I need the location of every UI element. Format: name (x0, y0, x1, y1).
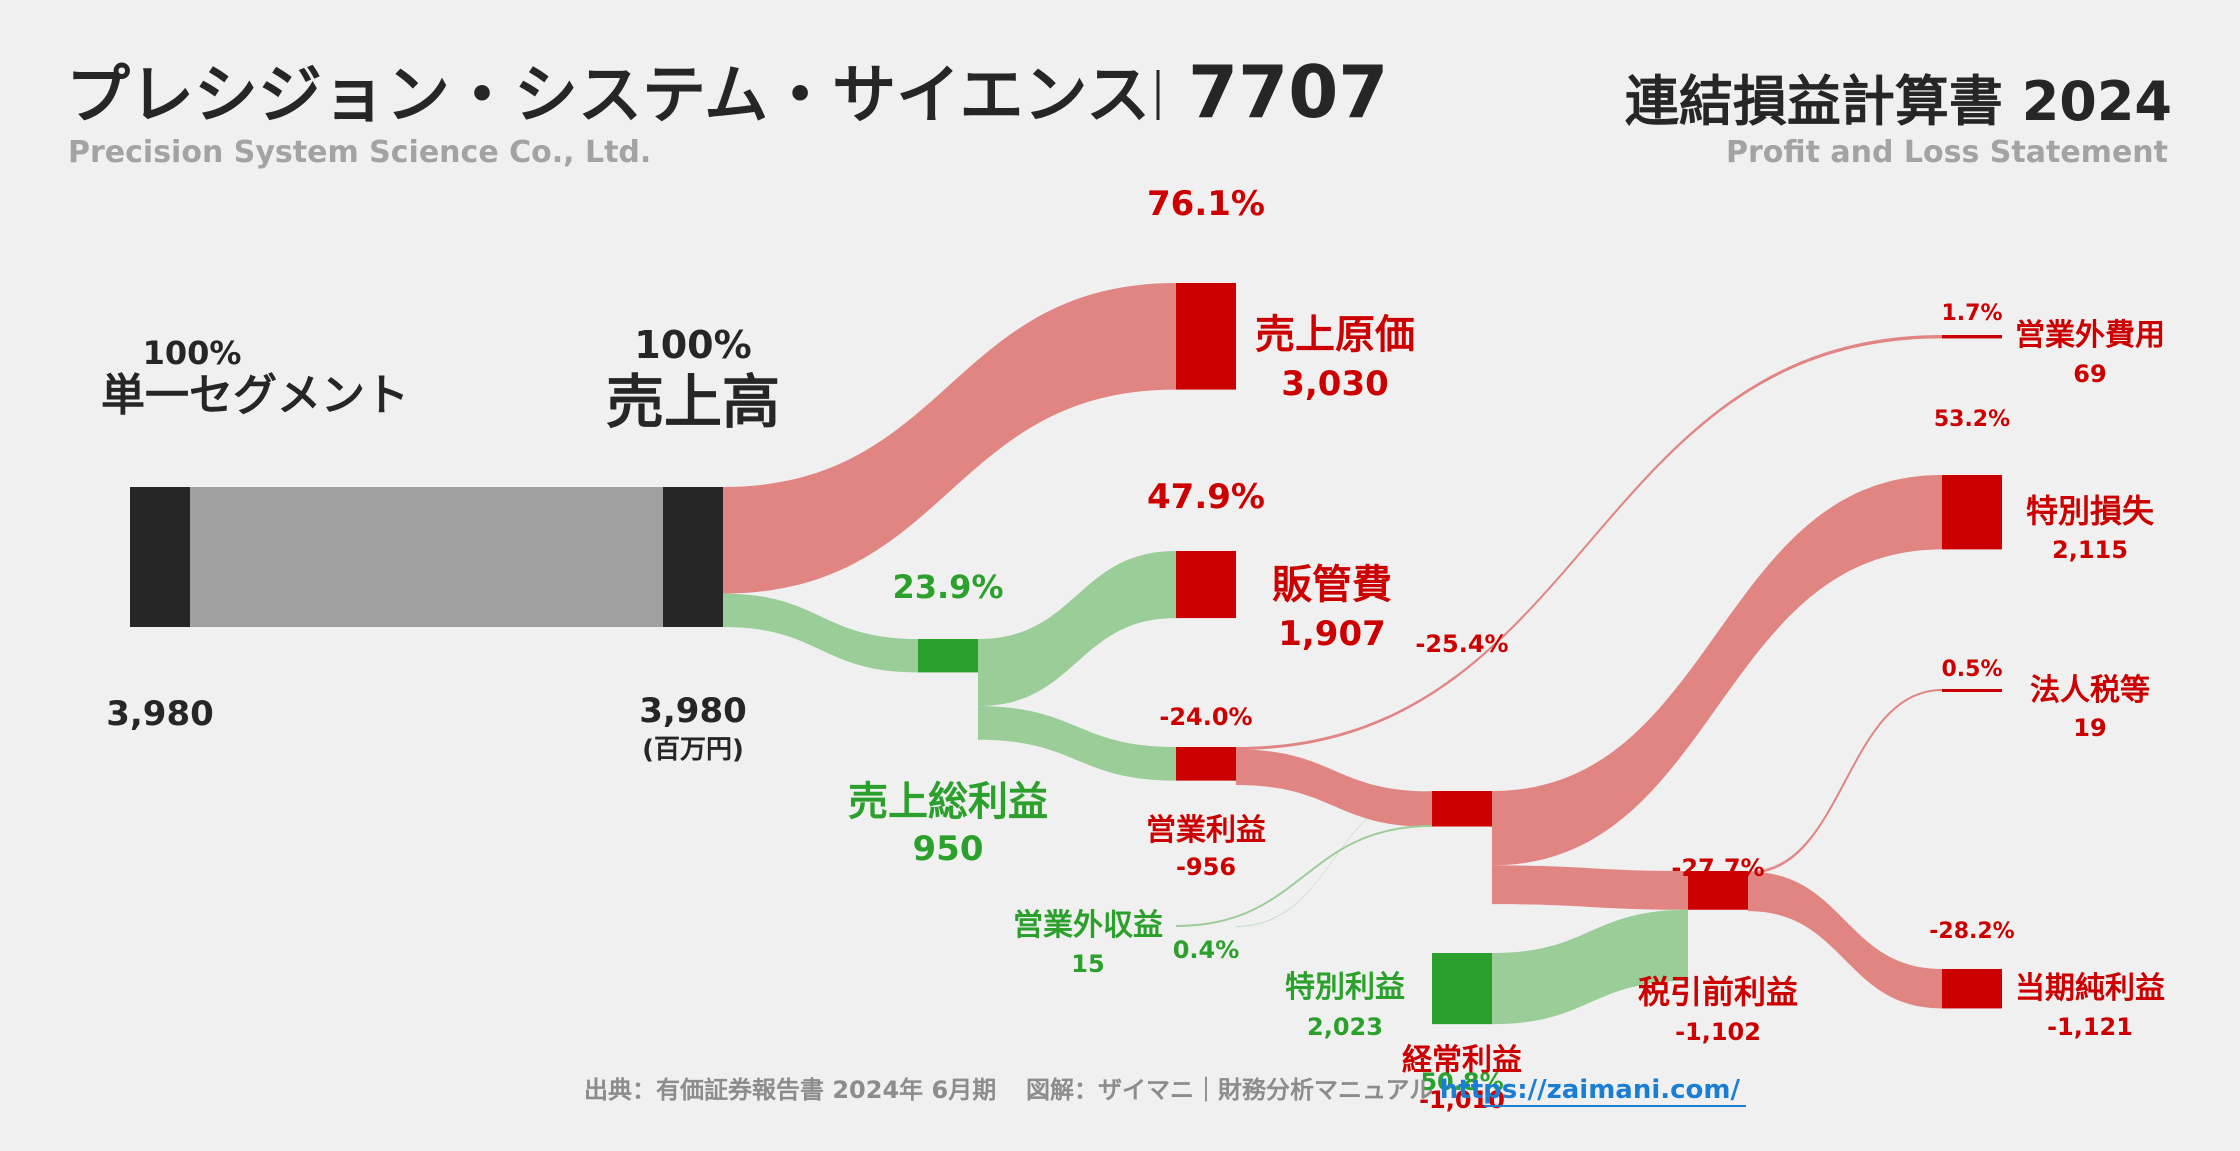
node-layer (130, 283, 2002, 1025)
label-extraordinary-loss-pct: 53.2% (1934, 407, 2010, 432)
flow-ordinary-income-to-pretax-income (1492, 865, 1688, 910)
flow-pretax-income-to-net-income (1748, 871, 1942, 1009)
label-segment-pct: 100% (143, 334, 242, 372)
node-pretax-income (1688, 871, 1748, 910)
credit-note: 図解：ザイマニ｜財務分析マニュアル (1026, 1076, 1433, 1104)
node-cogs (1176, 283, 1236, 390)
label-sga-value-label: 1,907 (1278, 614, 1386, 654)
flow-non-op-income-to-ordinary-income (1236, 791, 1432, 927)
label-revenue-value-label: 3,980 (639, 691, 747, 731)
label-sga-pct: 47.9% (1147, 477, 1265, 517)
label-extraordinary-income-label: 特別利益 (1285, 970, 1405, 1005)
label-non-op-expense-pct: 1.7% (1941, 301, 2002, 326)
label-extraordinary-income-pct: 50.8% (1420, 1068, 1503, 1096)
label-gross-profit-pct: 23.9% (892, 568, 1003, 606)
label-operating-income-label: 営業利益 (1146, 813, 1266, 848)
label-ordinary-income-pct: -25.4% (1415, 630, 1508, 658)
node-revenue (663, 487, 723, 627)
ticker-code: 7707 (1188, 50, 1388, 134)
label-income-taxes-value-label: 19 (2073, 714, 2106, 742)
unit-label: (百万円) (642, 735, 744, 765)
flow-revenue-to-gross-profit (723, 593, 918, 673)
label-non-op-expense-label: 営業外費用 (2015, 318, 2165, 353)
flow-segment-to-revenue (190, 487, 663, 627)
label-non-op-expense-value-label: 69 (2073, 360, 2106, 388)
label-operating-income-pct: -24.0% (1159, 703, 1252, 731)
flow-extraordinary-income-to-pretax-income (1492, 909, 1688, 1025)
label-non-op-income-value-label: 15 (1071, 950, 1104, 978)
flow-revenue-to-cogs (723, 283, 1176, 594)
label-revenue-label: 売上高 (606, 368, 780, 436)
node-ordinary-income (1432, 791, 1492, 827)
label-pretax-income-pct: -27.7% (1671, 854, 1764, 882)
label-gross-profit-label: 売上総利益 (848, 779, 1048, 825)
label-extraordinary-loss-value-label: 2,115 (2052, 536, 2128, 564)
label-extraordinary-income-value-label: 2,023 (1307, 1013, 1383, 1041)
label-sga-label: 販管費 (1272, 562, 1392, 608)
node-operating-income (1176, 747, 1236, 781)
label-pretax-income-value-label: -1,102 (1675, 1018, 1761, 1046)
flow-line-pretax-income-to-income-taxes (1747, 689, 1943, 874)
node-extraordinary-loss (1942, 475, 2002, 550)
label-net-income-pct: -28.2% (1929, 919, 2014, 944)
flow-layer (190, 283, 1943, 1025)
label-income-taxes-pct: 0.5% (1941, 657, 2002, 682)
node-net-income (1942, 969, 2002, 1009)
label-revenue-pct: 100% (634, 323, 751, 367)
label-non-op-income-pct: 0.4% (1173, 936, 1240, 964)
statement-title-en: Profit and Loss Statement (1726, 135, 2168, 170)
label-cogs-pct: 76.1% (1147, 184, 1265, 224)
label-ordinary-income-label: 経常利益 (1402, 1043, 1522, 1078)
node-extraordinary-income (1432, 953, 1492, 1025)
label-cogs-value-label: 3,030 (1281, 364, 1389, 404)
flow-line-non-op-income-to-ordinary-income (1175, 825, 1433, 927)
label-segment-value-label: 3,980 (106, 694, 214, 734)
label-layer: 100%単一セグメント3,980100%売上高3,98076.1%売上原価3,0… (101, 184, 2165, 1114)
flow-line-operating-income-to-non-op-expense (1235, 335, 1943, 750)
node-non-op-expense (1942, 336, 2002, 339)
flow-operating-income-to-ordinary-income (1236, 749, 1432, 828)
label-cogs-label: 売上原価 (1255, 312, 1415, 358)
company-name-en: Precision System Science Co., Ltd. (68, 135, 651, 170)
label-segment-label: 単一セグメント (101, 370, 409, 421)
flow-gross-profit-to-sga (978, 551, 1176, 707)
label-non-op-income-label: 営業外収益 (1013, 908, 1163, 943)
flow-gross-profit-to-operating-income (978, 706, 1176, 781)
source-note: 出典：有価証券報告書 2024年 6月期 (584, 1076, 996, 1104)
node-segment (130, 487, 190, 627)
label-net-income-label: 当期純利益 (2015, 971, 2165, 1006)
node-gross-profit (918, 639, 978, 673)
flow-ordinary-income-to-extraordinary-loss (1492, 475, 1942, 866)
label-net-income-value-label: -1,121 (2047, 1013, 2133, 1041)
source-link[interactable]: https://zaimani.com/ (1440, 1075, 1741, 1105)
label-ordinary-income-value-label: -1,010 (1419, 1086, 1505, 1114)
label-income-taxes-label: 法人税等 (2030, 673, 2150, 708)
label-gross-profit-value-label: 950 (913, 829, 984, 869)
label-extraordinary-loss-label: 特別損失 (2026, 492, 2155, 530)
company-title: プレシジョン・システム・サイエンス (66, 59, 1150, 133)
label-operating-income-value-label: -956 (1176, 853, 1236, 881)
statement-title: 連結損益計算書 2024 (1625, 70, 2172, 133)
node-sga (1176, 551, 1236, 619)
label-pretax-income-label: 税引前利益 (1638, 973, 1798, 1011)
